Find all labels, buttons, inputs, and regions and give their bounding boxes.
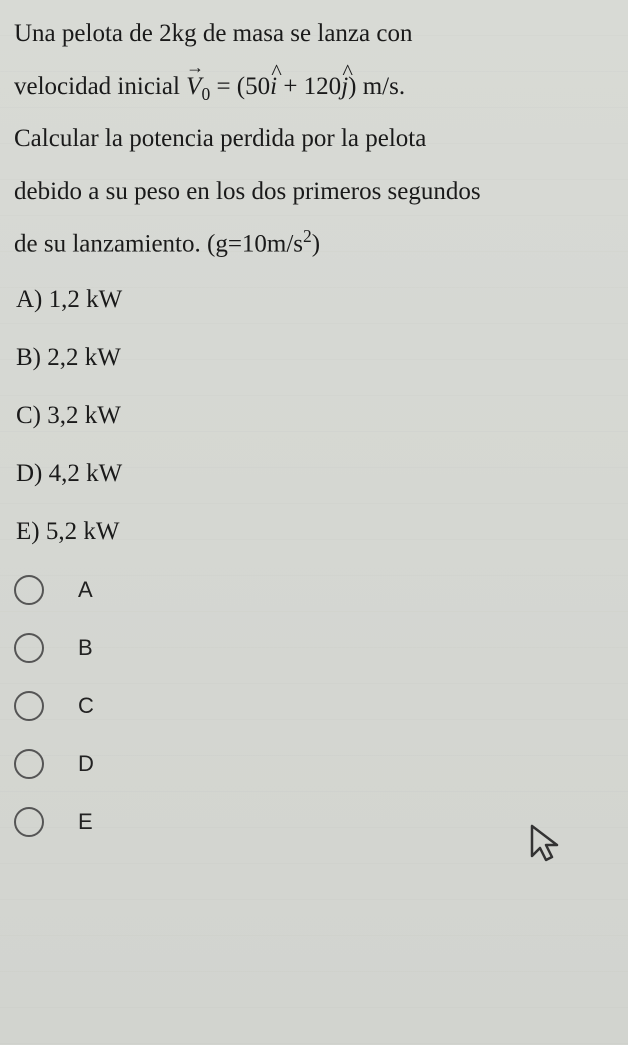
option-row-b[interactable]: B	[14, 633, 610, 663]
question-text: Una pelota de 2kg de masa se lanza con v…	[14, 8, 610, 271]
eq-mid: + 120	[277, 73, 341, 100]
j-hat: j	[341, 61, 348, 114]
radio-c[interactable]	[14, 691, 44, 721]
answer-choices: A) 1,2 kW B) 2,2 kW C) 3,2 kW D) 4,2 kW …	[14, 285, 610, 547]
option-row-e[interactable]: E	[14, 807, 610, 837]
answer-d: D) 4,2 kW	[14, 459, 610, 489]
radio-b[interactable]	[14, 633, 44, 663]
vector-v0: →V0	[186, 61, 210, 114]
radio-e[interactable]	[14, 807, 44, 837]
question-line5-sup: 2	[303, 226, 312, 246]
option-row-d[interactable]: D	[14, 749, 610, 779]
answer-c: C) 3,2 kW	[14, 401, 610, 431]
radio-a[interactable]	[14, 575, 44, 605]
option-letter-e: E	[78, 809, 93, 835]
question-line3: Calcular la potencia perdida por la pelo…	[14, 125, 426, 152]
option-letter-d: D	[78, 751, 94, 777]
question-line2-post: ) m/s.	[348, 73, 405, 100]
i-hat: i	[270, 61, 277, 114]
option-letter-b: B	[78, 635, 93, 661]
question-line5-post: )	[312, 230, 320, 257]
radio-d[interactable]	[14, 749, 44, 779]
question-line4: debido a su peso en los dos primeros seg…	[14, 178, 481, 205]
option-letter-a: A	[78, 577, 93, 603]
question-line5-pre: de su lanzamiento. (g=10m/s	[14, 230, 303, 257]
option-letter-c: C	[78, 693, 94, 719]
radio-options: A B C D E	[14, 575, 610, 837]
vector-subscript: 0	[201, 84, 210, 104]
cursor-icon	[528, 822, 562, 862]
vector-arrow: →	[186, 49, 204, 87]
answer-a: A) 1,2 kW	[14, 285, 610, 315]
answer-b: B) 2,2 kW	[14, 343, 610, 373]
option-row-a[interactable]: A	[14, 575, 610, 605]
question-line2-pre: velocidad inicial	[14, 73, 186, 100]
option-row-c[interactable]: C	[14, 691, 610, 721]
eq-sign: = (50	[210, 73, 270, 100]
question-line1: Una pelota de 2kg de masa se lanza con	[14, 20, 412, 47]
answer-e: E) 5,2 kW	[14, 517, 610, 547]
